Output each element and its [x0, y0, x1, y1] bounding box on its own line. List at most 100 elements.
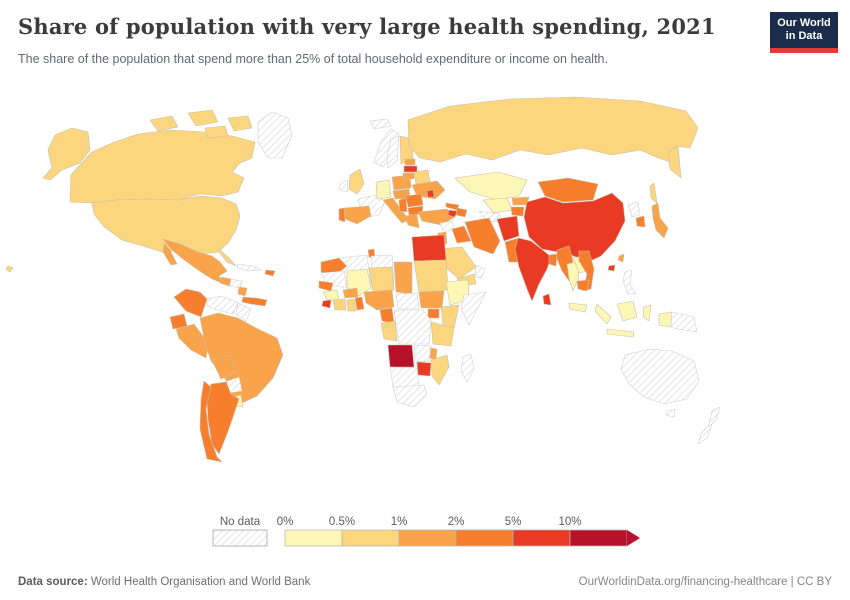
country-zimbabwe[interactable] — [416, 361, 432, 377]
country-russia-kamchatka[interactable] — [667, 145, 682, 179]
country-brazil[interactable] — [199, 312, 284, 405]
country-papua-new-guinea[interactable] — [670, 311, 698, 333]
country-sudan[interactable] — [413, 259, 449, 293]
country-tajikistan[interactable] — [510, 206, 525, 217]
country-usa[interactable] — [91, 195, 241, 267]
country-uk[interactable] — [348, 168, 365, 195]
country-mexico[interactable] — [162, 238, 228, 284]
legend-bin-0[interactable] — [284, 529, 343, 547]
country-colombia[interactable] — [173, 288, 208, 318]
country-armenia[interactable] — [447, 209, 458, 218]
country-canada-island[interactable] — [187, 109, 219, 127]
country-indonesia-west-papua[interactable] — [658, 311, 673, 328]
country-belarus[interactable] — [413, 169, 431, 185]
country-guyanas[interactable] — [235, 302, 252, 322]
country-canada[interactable] — [69, 129, 256, 204]
legend-no-data-swatch[interactable] — [212, 529, 268, 547]
country-china[interactable] — [523, 192, 626, 264]
country-indonesia-borneo[interactable] — [616, 300, 638, 322]
country-costa-rica-panama[interactable] — [241, 296, 268, 307]
country-zambia[interactable] — [413, 344, 432, 363]
country-sri-lanka[interactable] — [542, 293, 552, 306]
country-philippines[interactable] — [622, 269, 637, 295]
country-kazakhstan[interactable] — [454, 171, 528, 201]
country-turkey[interactable] — [417, 208, 456, 226]
country-venezuela[interactable] — [206, 295, 239, 315]
country-iran[interactable] — [464, 217, 501, 255]
country-spain[interactable] — [343, 205, 372, 225]
country-senegal[interactable] — [318, 280, 334, 292]
country-latvia[interactable] — [403, 165, 418, 173]
country-hawaii[interactable] — [5, 265, 14, 273]
country-south-sudan[interactable] — [418, 290, 445, 309]
country-uganda[interactable] — [427, 308, 440, 319]
country-norway[interactable] — [373, 128, 400, 168]
country-moldova[interactable] — [426, 189, 435, 198]
country-india[interactable] — [514, 237, 552, 302]
country-indonesia-java[interactable] — [606, 328, 635, 338]
country-russia[interactable] — [407, 96, 699, 163]
owid-logo[interactable]: Our World in Data — [770, 12, 838, 48]
country-indonesia-sumatra[interactable] — [594, 303, 612, 325]
country-new-zealand-south[interactable] — [697, 423, 713, 445]
footer-link[interactable]: OurWorldinData.org/financing-healthcare — [578, 576, 788, 588]
country-nicaragua[interactable] — [237, 286, 248, 297]
country-cameroon[interactable] — [379, 307, 395, 324]
country-iraq[interactable] — [451, 225, 472, 244]
country-greenland[interactable] — [257, 111, 293, 159]
country-portugal[interactable] — [338, 207, 346, 223]
legend-bin-3[interactable] — [455, 529, 514, 547]
legend-bin-2[interactable] — [398, 529, 457, 547]
country-russia-sakhalin[interactable] — [649, 182, 658, 204]
country-ivory-coast[interactable] — [332, 298, 347, 311]
country-egypt[interactable] — [411, 234, 447, 262]
country-romania[interactable] — [405, 193, 424, 208]
country-cuba[interactable] — [236, 263, 262, 272]
country-sweden[interactable] — [386, 135, 400, 169]
country-estonia[interactable] — [404, 158, 416, 166]
country-argentina[interactable] — [206, 381, 240, 455]
country-north-korea[interactable] — [627, 201, 641, 218]
country-indonesia-sulawesi[interactable] — [642, 304, 652, 322]
country-somalia[interactable] — [460, 291, 487, 326]
country-ireland[interactable] — [338, 179, 349, 193]
country-uzbekistan[interactable] — [482, 197, 513, 214]
country-azerbaijan[interactable] — [455, 207, 468, 218]
country-honduras[interactable] — [229, 278, 243, 289]
country-mexico-baja[interactable] — [162, 242, 178, 266]
country-alaska[interactable] — [42, 127, 91, 181]
country-south-africa[interactable] — [392, 384, 428, 408]
country-tanzania[interactable] — [430, 321, 455, 347]
legend-bin-5[interactable] — [569, 529, 628, 547]
country-canada-island[interactable] — [227, 115, 253, 132]
country-hispaniola[interactable] — [264, 269, 276, 277]
country-peru[interactable] — [175, 323, 210, 359]
country-guinea[interactable] — [322, 289, 340, 301]
country-central-african-republic[interactable] — [395, 292, 420, 310]
country-south-korea[interactable] — [635, 215, 646, 228]
country-new-zealand-north[interactable] — [707, 406, 721, 429]
country-malaysia[interactable] — [568, 302, 588, 313]
country-cambodia[interactable] — [576, 279, 590, 292]
country-mongolia[interactable] — [537, 177, 599, 203]
country-oman[interactable] — [474, 264, 486, 280]
country-guatemala[interactable] — [219, 276, 232, 287]
country-drc[interactable] — [393, 309, 432, 345]
country-mozambique[interactable] — [430, 354, 450, 386]
country-canada-island[interactable] — [204, 125, 229, 139]
country-niger[interactable] — [368, 266, 395, 293]
country-burkina-faso[interactable] — [342, 287, 359, 299]
country-madagascar[interactable] — [460, 353, 475, 383]
country-nigeria[interactable] — [363, 289, 395, 311]
legend-bin-4[interactable] — [512, 529, 571, 547]
country-sierra-leone[interactable] — [321, 299, 332, 309]
country-togo-benin[interactable] — [354, 296, 365, 311]
country-chad[interactable] — [393, 261, 413, 295]
country-bolivia[interactable] — [211, 354, 238, 380]
country-ghana[interactable] — [346, 298, 357, 312]
country-namibia-botswana[interactable] — [389, 366, 420, 388]
country-greece[interactable] — [404, 213, 420, 229]
country-canada-island[interactable] — [149, 115, 179, 132]
legend-bin-1[interactable] — [341, 529, 400, 547]
country-australia-tasmania[interactable] — [665, 408, 676, 418]
